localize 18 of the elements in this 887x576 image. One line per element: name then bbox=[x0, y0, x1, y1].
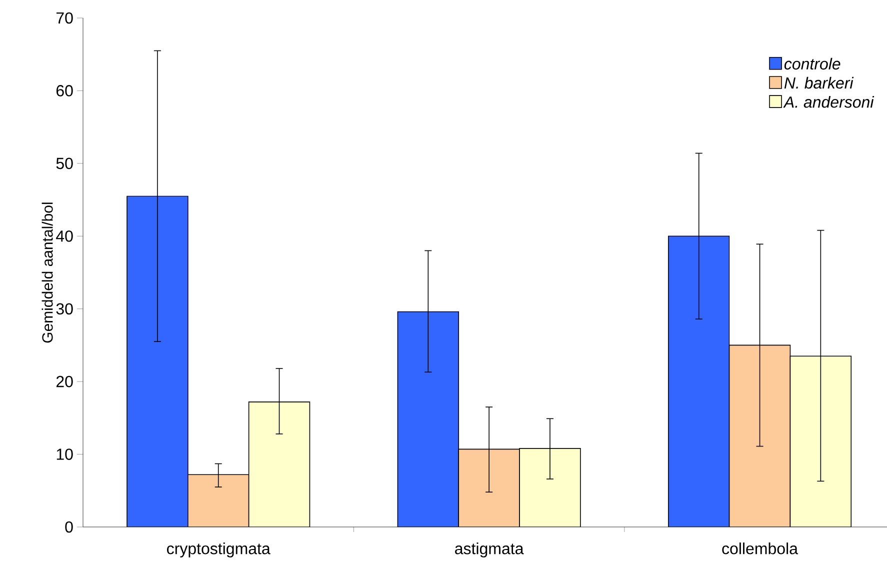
y-tick-label: 10 bbox=[56, 448, 73, 460]
y-tick-label: 0 bbox=[65, 521, 73, 533]
y-axis-title: Gemiddeld aantal/bol bbox=[42, 202, 53, 343]
y-tick-label: 30 bbox=[56, 303, 73, 315]
bar bbox=[248, 402, 310, 527]
y-tick-label: 60 bbox=[56, 85, 73, 96]
legend-label: A. andersoni bbox=[783, 96, 874, 108]
x-tick-label: astigmata bbox=[455, 542, 524, 558]
x-tick-label: collembola bbox=[722, 542, 798, 554]
legend-label: controle bbox=[784, 58, 840, 70]
y-tick-label: 40 bbox=[56, 230, 73, 242]
legend-label: N. barkeri bbox=[784, 76, 854, 89]
y-tick-label: 70 bbox=[56, 12, 73, 24]
bar bbox=[519, 448, 581, 527]
y-tick-label: 50 bbox=[56, 158, 73, 170]
bar bbox=[188, 474, 250, 527]
y-tick-label: 20 bbox=[56, 376, 73, 388]
x-tick-label: cryptostigmata bbox=[167, 542, 270, 558]
